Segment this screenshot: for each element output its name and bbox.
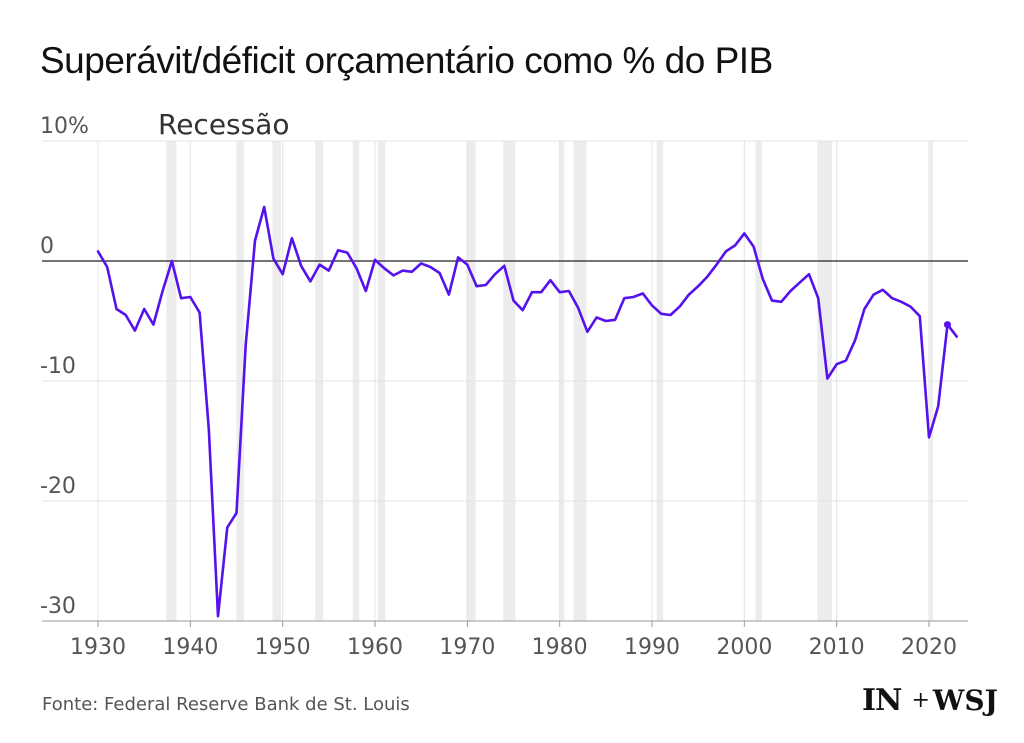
series-line-budget-balance bbox=[96, 205, 958, 618]
x-tick-label: 2010 bbox=[809, 635, 865, 660]
highlight-point bbox=[943, 321, 951, 329]
y-tick-label: 10% bbox=[40, 114, 89, 139]
source-note: Fonte: Federal Reserve Bank de St. Louis bbox=[42, 694, 410, 715]
x-tick-label: 1940 bbox=[162, 635, 218, 660]
x-tick-label: 1950 bbox=[255, 635, 311, 660]
y-tick-label: 0 bbox=[40, 234, 54, 259]
y-axis: 10% 0 -10 -20 -30 bbox=[40, 114, 89, 619]
logo-plus: + bbox=[911, 688, 930, 713]
y-tick-label: -10 bbox=[40, 354, 76, 379]
y-tick-label: -20 bbox=[40, 474, 76, 499]
x-tick-label: 1980 bbox=[532, 635, 588, 660]
x-tick-label: 1960 bbox=[347, 635, 403, 660]
logo-in: IN bbox=[862, 683, 902, 718]
x-tick-label: 1990 bbox=[624, 635, 680, 660]
x-tick-label: 2000 bbox=[716, 635, 772, 660]
gridlines bbox=[42, 140, 968, 622]
x-tick-label: 1930 bbox=[70, 635, 126, 660]
logo-wsj: WSJ bbox=[932, 684, 998, 717]
x-tick-label: 2020 bbox=[901, 635, 957, 660]
publisher-logo: IN + WSJ bbox=[862, 683, 998, 718]
x-axis: 1930 1940 1950 1960 1970 1980 1990 2000 2010 2020 bbox=[42, 620, 968, 660]
chart-title: Superávit/déficit orçamentário como % do… bbox=[40, 40, 773, 81]
x-tick-label: 1970 bbox=[439, 635, 495, 660]
recession-label: Recessão bbox=[158, 108, 290, 141]
y-tick-label: -30 bbox=[40, 594, 76, 619]
